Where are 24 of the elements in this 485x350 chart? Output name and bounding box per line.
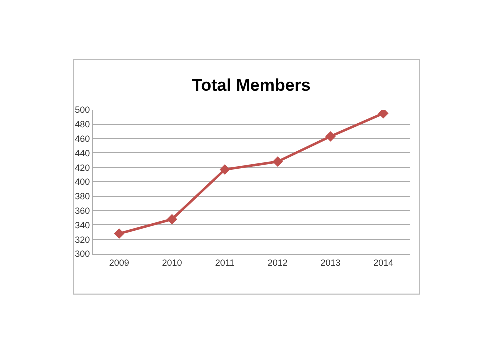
point (220, 164, 230, 175)
y-tick-label: 320 (75, 234, 90, 245)
y-tick-label: 460 (75, 134, 90, 144)
x-tick-label: 2011 (215, 258, 235, 268)
y-tick-label: 380 (75, 192, 90, 202)
x-tick-label: 2014 (374, 258, 394, 268)
point (326, 131, 336, 142)
y-tick-label: 420 (75, 162, 90, 173)
x-tick-label: 2012 (268, 258, 288, 268)
x-tick-label: 2010 (162, 258, 182, 268)
y-tick-label: 360 (75, 206, 90, 216)
chart-title: Total Members (192, 76, 311, 95)
point (272, 156, 284, 168)
point (167, 214, 178, 225)
x-tick-label: 2013 (320, 258, 341, 268)
y-tick-label: 440 (75, 148, 90, 158)
y-tick-label: 480 (75, 120, 90, 130)
point (378, 110, 389, 119)
point (114, 228, 125, 240)
y-tick-label: 340 (75, 220, 90, 230)
y-tick-label: 400 (75, 177, 90, 188)
y-tick-label: 500 (75, 105, 90, 116)
x-tick-label: 2009 (109, 258, 130, 268)
y-tick-label: 300 (75, 249, 90, 260)
